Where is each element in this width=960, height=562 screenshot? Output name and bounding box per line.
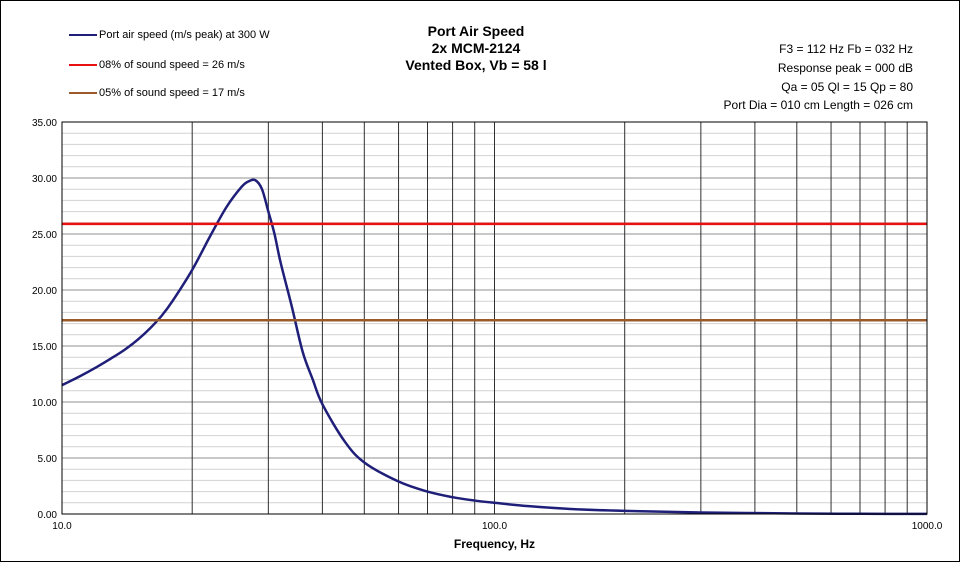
y-tick-label: 15.00 <box>32 342 57 353</box>
plot-area-border <box>61 121 928 515</box>
y-tick-label: 25.00 <box>32 230 57 241</box>
legend-swatch-08-percent <box>69 64 97 66</box>
legend-label-05-percent: 05% of sound speed = 17 m/s <box>99 87 245 99</box>
series-port-air-speed <box>61 178 928 516</box>
info-line-f3-fb: F3 = 112 Hz Fb = 032 Hz <box>779 42 913 56</box>
chart-title-line-1: Port Air Speed <box>427 23 525 39</box>
y-tick-label: 20.00 <box>32 286 57 297</box>
legend-label-08-percent: 08% of sound speed = 26 m/s <box>99 59 245 71</box>
x-tick-label: 100.0 <box>482 521 507 532</box>
info-line-q-values: Qa = 05 Ql = 15 Qp = 80 <box>781 80 913 94</box>
x-tick-label: 10.0 <box>52 521 72 532</box>
x-axis-label: Frequency, Hz <box>454 537 535 551</box>
x-axis-tick-labels: 10.0 100.0 1000.0 <box>52 521 942 532</box>
legend-swatch-05-percent <box>69 92 97 94</box>
x-tick-label: 1000.0 <box>912 521 943 532</box>
y-tick-label: 30.00 <box>32 174 57 185</box>
info-line-response-peak: Response peak = 000 dB <box>777 61 913 75</box>
y-tick-label: 10.00 <box>32 398 57 409</box>
series-layer <box>61 178 928 516</box>
info-line-port-dimensions: Port Dia = 010 cm Length = 026 cm <box>723 98 913 112</box>
legend-swatch-port-air-speed <box>69 34 97 36</box>
chart-title-line-2: 2x MCM-2124 <box>431 40 521 56</box>
y-axis-tick-labels: 0.00 5.00 10.00 15.00 20.00 25.00 30.00 35.00 <box>32 118 57 521</box>
y-tick-label: 5.00 <box>38 454 58 465</box>
grid-major <box>62 122 927 514</box>
y-tick-label: 35.00 <box>32 118 57 129</box>
legend-label-port-air-speed: Port air speed (m/s peak) at 300 W <box>99 29 270 41</box>
y-tick-label: 0.00 <box>38 510 58 521</box>
chart-title-line-3: Vented Box, Vb = 58 l <box>405 57 547 73</box>
